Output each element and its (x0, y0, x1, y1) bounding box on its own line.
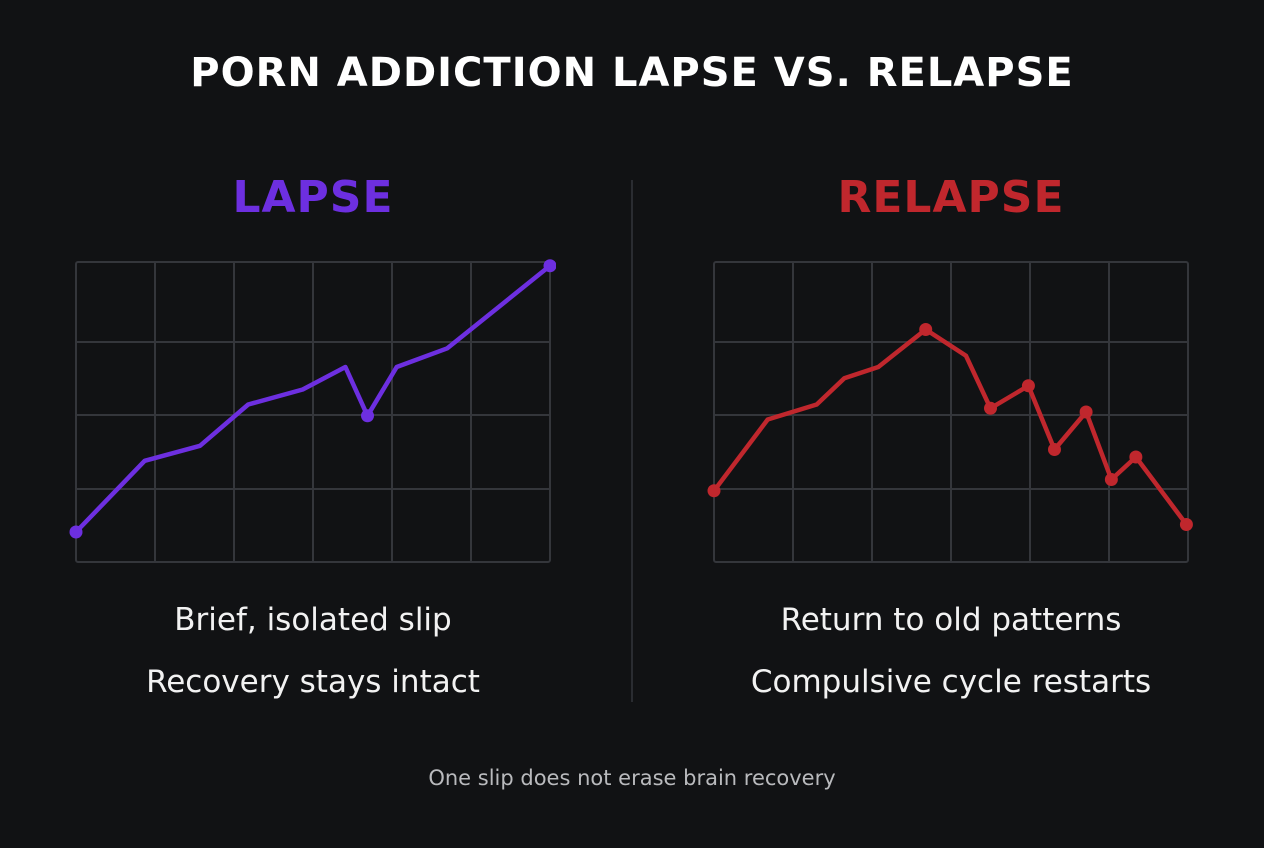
lapse-chart-title: LAPSE (232, 172, 394, 223)
relapse-caption-2: Compulsive cycle restarts (750, 664, 1152, 700)
relapse-caption-1: Return to old patterns (780, 602, 1122, 638)
relapse-data-point (1079, 405, 1093, 419)
lapse-caption-2: Recovery stays intact (146, 664, 480, 700)
relapse-data-point (1104, 473, 1118, 486)
lapse-data-point (361, 409, 375, 423)
relapse-data-point (919, 323, 933, 336)
page-title: PORN ADDICTION LAPSE VS. RELAPSE (190, 50, 1074, 96)
relapse-data-point (1047, 443, 1061, 456)
lapse-chart (69, 259, 556, 563)
relapse-chart (707, 261, 1193, 563)
relapse-data-point (707, 484, 721, 498)
relapse-chart-title: RELAPSE (837, 172, 1065, 223)
panel-divider (631, 180, 633, 702)
lapse-series-line (73, 263, 553, 535)
relapse-data-point (1129, 450, 1143, 464)
lapse-data-point (69, 525, 83, 539)
relapse-series-line (711, 327, 1189, 527)
lapse-data-point (543, 259, 556, 273)
relapse-data-point (1179, 518, 1193, 531)
relapse-data-point (984, 401, 997, 415)
footer-note: One slip does not erase brain recovery (428, 766, 836, 790)
lapse-caption-1: Brief, isolated slip (174, 602, 452, 638)
relapse-data-point (1021, 379, 1035, 393)
